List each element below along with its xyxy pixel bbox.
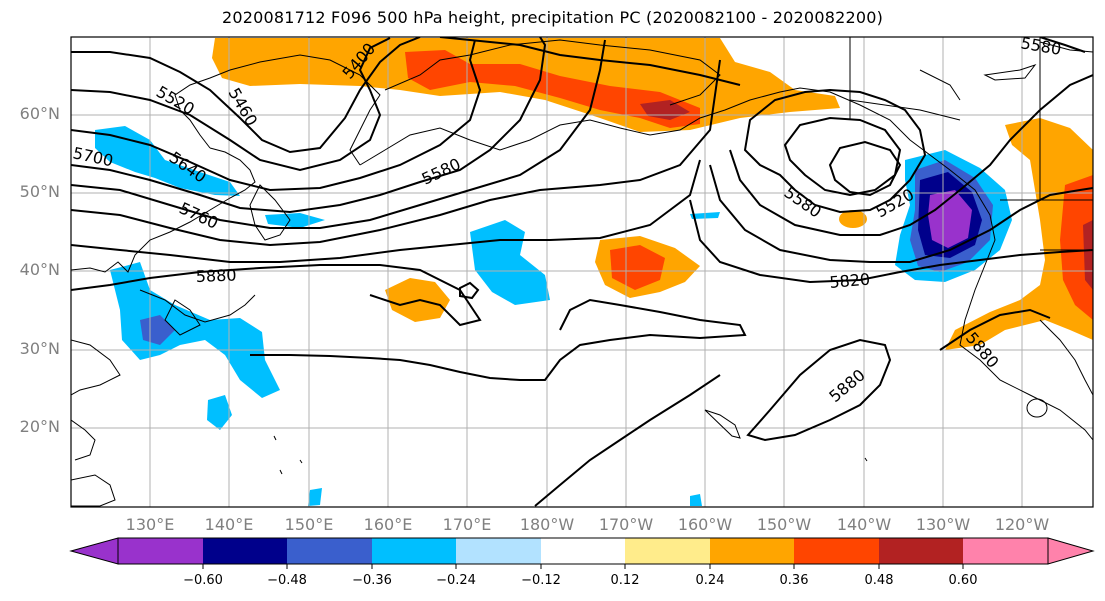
graticule (71, 37, 1093, 507)
colorbar-tick-label: −0.60 (183, 573, 223, 588)
colorbar-tick-label: −0.48 (267, 573, 307, 588)
precip-negative-anomaly (470, 220, 550, 305)
colorbar-segment (118, 538, 203, 564)
precip-positive-anomaly (1083, 220, 1093, 290)
precip-negative-anomaly (928, 190, 972, 248)
precip-negative-anomaly (690, 494, 702, 506)
colorbar-segment (203, 538, 287, 564)
lon-label: 160°E (363, 515, 413, 534)
colorbar (69, 537, 1095, 569)
lon-label: 180°W (519, 515, 575, 534)
colorbar-tick-label: 0.60 (948, 573, 978, 588)
contour-label: 5880 (195, 266, 236, 286)
precip-positive-anomaly (945, 118, 1093, 350)
contour-label: 5880 (825, 365, 868, 406)
precip-negative-anomaly (308, 488, 322, 506)
colorbar-tick-label: 0.48 (864, 573, 894, 588)
colorbar-segment (963, 538, 1048, 564)
contour-label: 5820 (829, 270, 871, 292)
contour-label: 5580 (419, 154, 464, 188)
precip-negative-anomaly (265, 213, 325, 228)
lon-label: 160°W (677, 515, 733, 534)
map-title: 2020081712 F096 500 hPa height, precipit… (221, 8, 884, 27)
colorbar-min-arrow (69, 537, 119, 565)
colorbar-segment (541, 538, 625, 564)
colorbar-tick-label: −0.12 (521, 573, 561, 588)
lon-label: 120°W (994, 515, 1050, 534)
colorbar-segment (372, 538, 456, 564)
lon-label: 140°W (836, 515, 892, 534)
precip-negative-anomaly (95, 126, 240, 196)
lon-label: 170°W (598, 515, 654, 534)
height-contours (71, 37, 1093, 507)
lon-label: 150°E (284, 515, 334, 534)
lat-label: 60°N (19, 104, 60, 123)
colorbar-tick-label: 0.12 (610, 573, 640, 588)
lat-label: 30°N (19, 339, 60, 358)
precip-positive-anomaly (610, 245, 665, 290)
lon-label: 170°E (442, 515, 492, 534)
precip-positive-anomaly (1060, 175, 1093, 320)
lat-label: 40°N (19, 260, 60, 279)
colorbar-segment (456, 538, 541, 564)
colorbar-tick-label: −0.24 (436, 573, 476, 588)
colorbar-segment (794, 538, 879, 564)
precip-negative-anomaly (207, 395, 232, 430)
colorbar-max-arrow (1047, 537, 1095, 565)
colorbar-segment (710, 538, 794, 564)
lon-label: 130°E (125, 515, 175, 534)
precip-positive-anomaly (839, 210, 867, 228)
colorbar-segment (879, 538, 963, 564)
lon-label: 150°W (756, 515, 812, 534)
contour-label: 5520 (153, 82, 198, 119)
contour-label: 5760 (176, 198, 221, 232)
colorbar-segment (287, 538, 372, 564)
lat-label: 50°N (19, 182, 60, 201)
contour-label: 5580 (781, 183, 825, 222)
colorbar-tick-label: −0.36 (352, 573, 392, 588)
colorbar-tick-label: 0.36 (779, 573, 809, 588)
colorbar-segment (625, 538, 710, 564)
contour-label: 5460 (225, 85, 262, 130)
colorbar-tick-label: 0.24 (695, 573, 725, 588)
lon-label: 130°W (915, 515, 971, 534)
precip-negative-anomaly (110, 262, 280, 398)
lon-label: 140°E (204, 515, 254, 534)
precip-negative-anomaly (140, 315, 175, 345)
lat-label: 20°N (19, 417, 60, 436)
plot-frame (70, 36, 1094, 508)
